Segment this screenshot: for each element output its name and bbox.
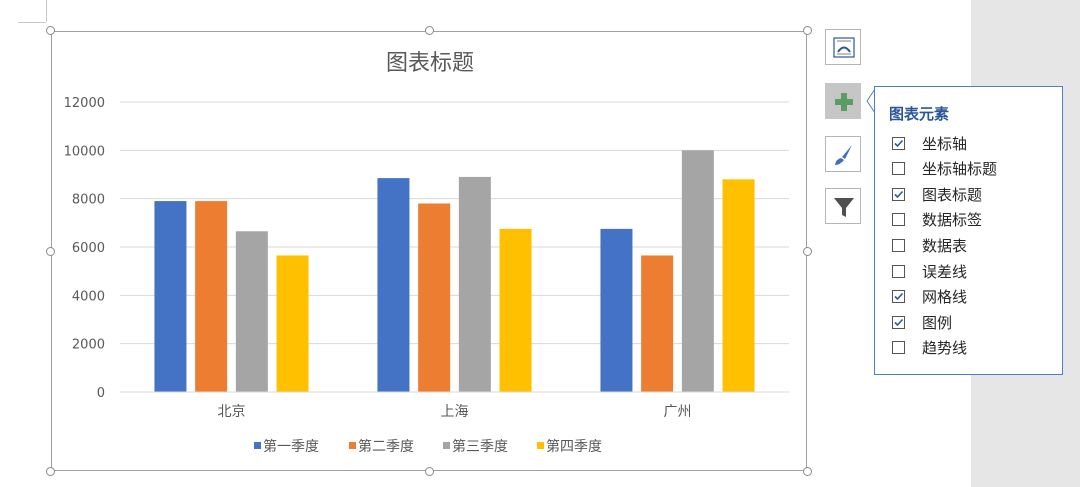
- filter-icon: [834, 198, 854, 217]
- bar-2-1[interactable]: [641, 255, 674, 392]
- bar-0-0[interactable]: [154, 201, 187, 392]
- popup-pointer: [866, 88, 876, 114]
- option-row[interactable]: 坐标轴: [892, 133, 967, 153]
- legend-swatch: [349, 442, 356, 449]
- legend-label: 第三季度: [452, 438, 508, 455]
- bar-0-1[interactable]: [195, 201, 228, 392]
- chart-legend[interactable]: 第一季度 第二季度 第三季度 第四季度: [254, 438, 602, 455]
- x-tick-label: 广州: [664, 404, 692, 420]
- legend-swatch: [537, 442, 544, 449]
- plus-icon: [835, 93, 853, 111]
- document-margin-guide-vertical: [46, 0, 47, 22]
- option-label: 坐标轴标题: [922, 160, 998, 179]
- resize-handle-bottom-left[interactable]: [46, 467, 55, 476]
- y-tick-label: 8000: [72, 193, 105, 208]
- y-tick-label: 6000: [72, 241, 105, 256]
- resize-handle-top-center[interactable]: [425, 26, 434, 35]
- checkbox-unchecked[interactable]: [892, 238, 905, 252]
- resize-handle-middle-left[interactable]: [46, 247, 55, 256]
- option-label: 图例: [922, 313, 953, 332]
- bar-1-1[interactable]: [418, 203, 451, 393]
- option-row[interactable]: 坐标轴标题: [892, 159, 997, 179]
- resize-handle-top-right[interactable]: [803, 26, 812, 35]
- y-axis-tick-labels: 0 2000 4000 6000 8000 10000 12000: [64, 96, 105, 401]
- chart-title[interactable]: 图表标题: [386, 51, 474, 76]
- chart-area[interactable]: 图表标题 0 2000 4000 6000 8000 10000 12000 北京 上海 广州 …: [51, 31, 807, 471]
- option-row[interactable]: 数据表: [892, 235, 967, 255]
- popup-title: 图表元素: [889, 105, 950, 123]
- checkbox-unchecked[interactable]: [892, 264, 905, 278]
- checkmark-icon: [894, 318, 904, 326]
- plot-bars: [154, 150, 755, 393]
- chart-style-icon: [833, 37, 855, 58]
- checkbox-unchecked[interactable]: [892, 213, 905, 227]
- resize-handle-top-left[interactable]: [46, 26, 55, 35]
- resize-handle-bottom-center[interactable]: [425, 467, 434, 476]
- gridlines: [120, 101, 789, 345]
- resize-handle-bottom-right[interactable]: [803, 467, 812, 476]
- legend-swatch: [254, 442, 261, 449]
- option-row[interactable]: 图表标题: [892, 184, 982, 204]
- chart-elements-popup: 图表元素 坐标轴坐标轴标题图表标题数据标签数据表误差线网格线图例趋势线: [874, 86, 1063, 375]
- option-label: 数据表: [922, 236, 968, 255]
- chart-styles-button[interactable]: [825, 29, 861, 65]
- bar-1-0[interactable]: [377, 178, 410, 392]
- x-tick-label: 上海: [441, 404, 469, 420]
- x-axis-tick-labels: 北京 上海 广州: [218, 404, 692, 420]
- option-row[interactable]: 误差线: [892, 261, 967, 281]
- checkbox-checked[interactable]: [892, 290, 905, 304]
- option-row[interactable]: 趋势线: [892, 338, 967, 358]
- bar-1-2[interactable]: [458, 176, 491, 392]
- option-label: 数据标签: [922, 211, 983, 230]
- bar-2-2[interactable]: [681, 150, 714, 392]
- option-label: 图表标题: [922, 185, 983, 204]
- option-label: 趋势线: [922, 339, 968, 358]
- checkmark-icon: [894, 190, 904, 198]
- option-row[interactable]: 图例: [892, 312, 952, 332]
- bar-2-3[interactable]: [722, 179, 755, 392]
- legend-swatch: [443, 442, 450, 449]
- resize-handle-middle-right[interactable]: [803, 247, 812, 256]
- legend-label: 第一季度: [263, 438, 319, 455]
- brush-icon: [835, 145, 852, 165]
- x-tick-label: 北京: [218, 404, 246, 420]
- document-margin-guide: [18, 22, 46, 23]
- option-label: 坐标轴: [922, 134, 968, 153]
- chart-filter-button[interactable]: [825, 188, 861, 224]
- legend-label: 第二季度: [358, 438, 414, 455]
- option-row[interactable]: 数据标签: [892, 210, 982, 230]
- bar-2-0[interactable]: [600, 228, 633, 392]
- bar-0-3[interactable]: [276, 255, 309, 392]
- y-tick-label: 4000: [72, 289, 105, 304]
- y-tick-label: 10000: [64, 144, 105, 159]
- y-tick-label: 0: [97, 386, 105, 401]
- option-label: 误差线: [922, 262, 968, 281]
- bar-0-2[interactable]: [235, 231, 268, 392]
- y-tick-label: 12000: [64, 96, 105, 111]
- checkmark-icon: [894, 293, 904, 301]
- chart-elements-button[interactable]: [825, 83, 861, 119]
- checkmark-icon: [894, 139, 904, 147]
- legend-label: 第四季度: [546, 438, 602, 455]
- chart-brush-button[interactable]: [825, 136, 861, 172]
- checkbox-checked[interactable]: [892, 315, 905, 329]
- checkbox-unchecked[interactable]: [892, 341, 905, 355]
- option-row[interactable]: 网格线: [892, 287, 967, 307]
- y-tick-label: 2000: [72, 338, 105, 353]
- checkbox-checked[interactable]: [892, 136, 905, 150]
- option-label: 网格线: [922, 288, 968, 307]
- checkbox-checked[interactable]: [892, 187, 905, 201]
- checkbox-unchecked[interactable]: [892, 162, 905, 176]
- bar-1-3[interactable]: [499, 228, 532, 392]
